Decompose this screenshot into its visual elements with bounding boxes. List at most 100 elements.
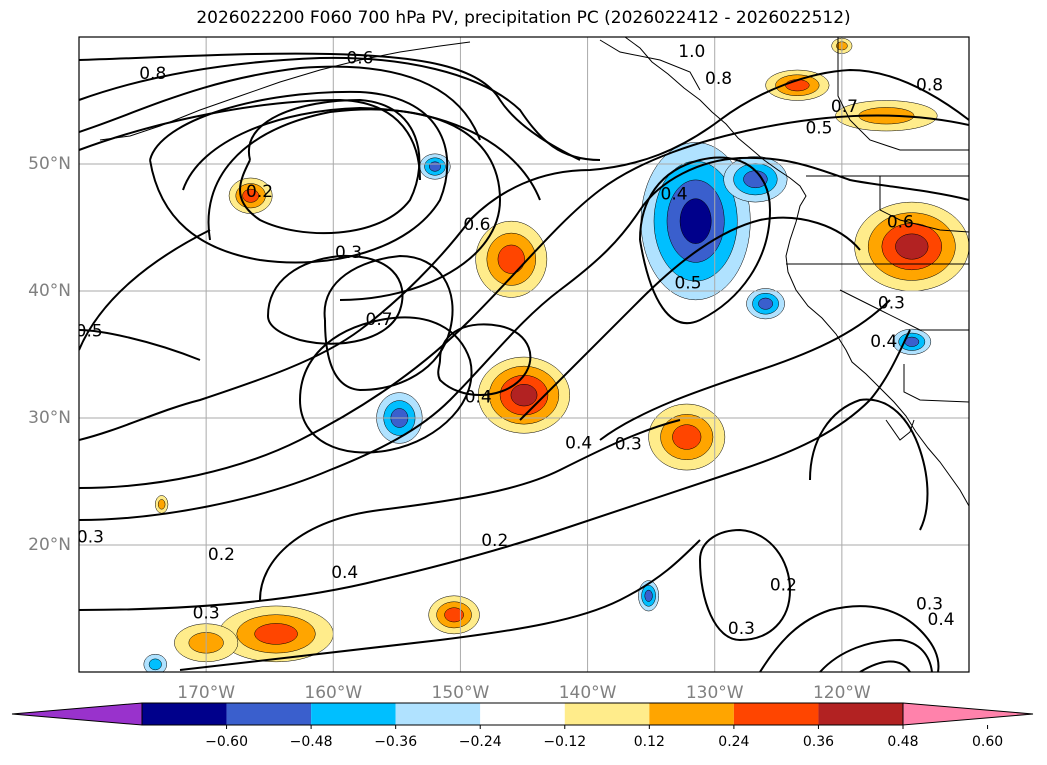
colorbar-swatch [564, 703, 650, 725]
lat-tick-labels: 20°N 30°N 40°N 50°N [28, 154, 71, 555]
lat-tick-label: 30°N [28, 408, 71, 428]
precip-anomaly-level [254, 623, 298, 645]
pv-contours [79, 52, 969, 672]
colorbar-tick-label: 0.12 [634, 734, 665, 750]
precip-anomaly-layer [143, 38, 969, 672]
contour-label: 0.4 [870, 332, 897, 352]
precip-anomaly [854, 201, 969, 292]
contour-label: 0.3 [335, 243, 362, 263]
contour-label-layer: 0.80.6 1.00.8 0.80.70.50.20.30.60.40.60.50… [76, 42, 955, 639]
colorbar-tick-label: −0.60 [205, 734, 248, 750]
lat-tick-label: 50°N [28, 154, 71, 174]
precip-anomaly [428, 595, 480, 635]
contour-label: 0.4 [661, 184, 688, 204]
precip-anomaly-level [444, 607, 464, 623]
precip-anomaly-level [157, 499, 166, 510]
contour-label: 0.2 [246, 182, 273, 202]
colorbar-extend-high [902, 702, 1034, 726]
lon-tick-label: 120°W [813, 683, 871, 703]
colorbar-outline [141, 702, 904, 726]
contour-label: 0.3 [615, 435, 642, 455]
contour-label: 0.8 [705, 69, 732, 89]
precip-anomaly-level [497, 244, 525, 274]
lon-tick-labels: 170°W 160°W 150°W 140°W 130°W 120°W [177, 683, 871, 703]
lat-tick-label: 40°N [28, 281, 71, 301]
colorbar-tick-label: 0.48 [887, 734, 918, 750]
contour-label: 0.3 [193, 604, 220, 624]
precip-anomaly [155, 495, 169, 514]
lon-tick-label: 170°W [177, 683, 235, 703]
contour-label: 0.5 [674, 273, 701, 293]
precip-anomaly-level [242, 188, 259, 203]
lon-tick-label: 130°W [686, 683, 744, 703]
contour-label: 0.7 [831, 97, 858, 117]
contour-label: 0.3 [916, 595, 943, 615]
precip-anomaly-level [743, 170, 768, 189]
colorbar-swatch [311, 703, 396, 725]
precip-anomaly [143, 653, 167, 672]
precip-anomaly [477, 356, 571, 434]
precip-anomaly [475, 220, 548, 298]
lon-tick-label: 150°W [432, 683, 490, 703]
precip-anomaly-level [510, 384, 538, 407]
colorbar-tick-label: −0.24 [459, 734, 502, 750]
colorbar-swatch [395, 703, 481, 725]
colorbar-swatch [733, 703, 819, 725]
colorbar-tick-label: −0.36 [374, 734, 417, 750]
colorbar: −0.60 −0.48 −0.36 −0.24 −0.12 0.12 0.24 0.36 0.4… [11, 702, 1034, 750]
contour-label: 0.8 [916, 75, 943, 95]
lon-tick-label: 160°W [304, 683, 362, 703]
colorbar-tick-label: −0.48 [290, 734, 333, 750]
colorbar-tick-label: 0.36 [803, 734, 834, 750]
contour-label: 0.3 [878, 294, 905, 314]
colorbar-swatch [818, 703, 903, 725]
colorbar-extend-low [11, 702, 143, 726]
contour-label: 0.6 [346, 49, 373, 69]
contour-label: 0.2 [208, 545, 235, 565]
contour-label: 0.3 [77, 527, 104, 547]
contour-label: 0.4 [465, 388, 492, 408]
lon-tick-label: 140°W [559, 683, 617, 703]
precip-anomaly-level [644, 589, 653, 602]
contour-label: 0.6 [887, 212, 914, 232]
colorbar-tick-label: −0.12 [543, 734, 586, 750]
contour-label: 0.5 [805, 118, 832, 138]
map-title: 2026022200 F060 700 hPa PV, precipitatio… [196, 8, 851, 28]
lat-tick-label: 20°N [28, 535, 71, 555]
precip-anomaly [765, 69, 830, 101]
colorbar-tick-label: 0.24 [718, 734, 749, 750]
colorbar-swatch [226, 703, 312, 725]
precip-anomaly-level [679, 198, 712, 244]
colorbar-swatch [480, 703, 565, 725]
contour-label: 0.4 [928, 610, 955, 630]
coastline [99, 37, 969, 507]
colorbar-swatch [649, 703, 734, 725]
precip-anomaly-level [672, 424, 702, 450]
precip-anomaly-level [785, 79, 810, 92]
precip-anomaly-level [429, 161, 441, 172]
precip-anomaly [892, 328, 932, 355]
contour-label: 0.5 [76, 322, 103, 342]
precip-anomaly [723, 156, 788, 203]
colorbar-tick-label: 0.60 [972, 734, 1003, 750]
colorbar-swatch [142, 703, 227, 725]
contour-label: 0.3 [728, 619, 755, 639]
map-frame [78, 36, 970, 673]
contour-label: 0.6 [463, 215, 490, 235]
precip-anomaly [218, 605, 334, 663]
precip-anomaly-level [895, 233, 929, 260]
precip-anomaly [648, 403, 726, 471]
contour-label: 0.8 [139, 64, 166, 84]
contour-label: 0.7 [366, 310, 393, 330]
contour-label: 0.4 [565, 433, 592, 453]
contour-label: 0.2 [770, 576, 797, 596]
precip-anomaly [746, 288, 785, 320]
precip-anomaly-level [758, 297, 773, 310]
contour-label: 0.4 [331, 563, 358, 583]
graticule [79, 37, 969, 672]
contour-label: 1.0 [678, 42, 705, 62]
precip-anomaly-level [148, 658, 162, 671]
contour-label: 0.2 [481, 531, 508, 551]
precip-anomaly [638, 580, 660, 612]
